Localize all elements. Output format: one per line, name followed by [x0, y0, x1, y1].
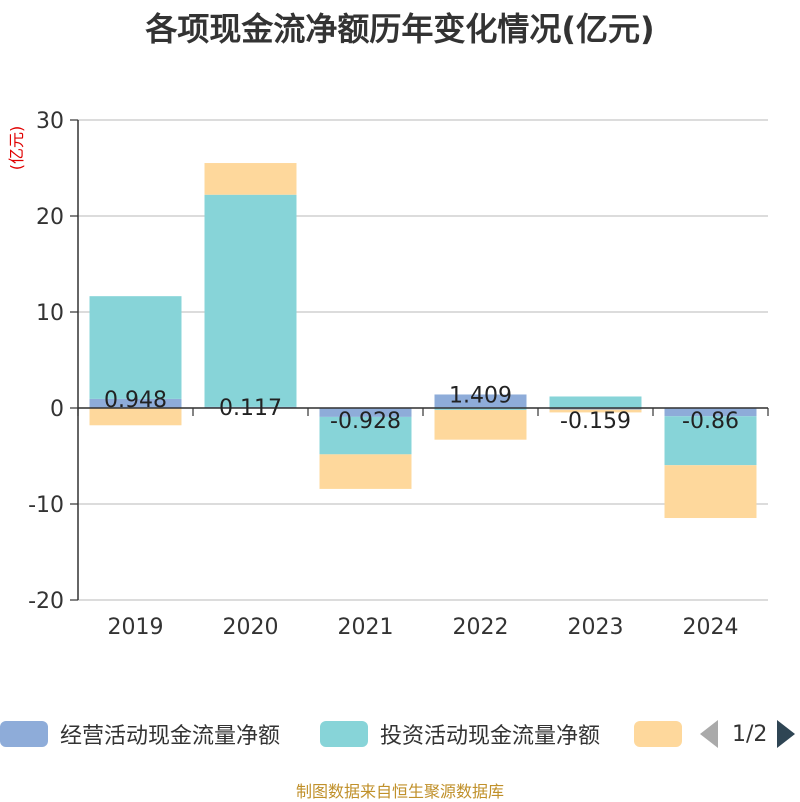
data-label-2021: -0.928 [330, 409, 401, 434]
y-tick-label: -20 [28, 589, 64, 614]
bar-2020-series-1[interactable] [204, 194, 297, 407]
y-tick-label: 30 [36, 109, 64, 134]
legend-swatch-financing [634, 721, 682, 747]
legend-item-operating[interactable]: 经营活动现金流量净额 [0, 719, 280, 749]
x-tick-label-2022: 2022 [453, 615, 509, 640]
pager-prev-icon[interactable] [700, 720, 718, 748]
legend-pager: 1/2 [700, 719, 796, 749]
data-label-2022: 1.409 [449, 383, 512, 408]
x-tick-label-2024: 2024 [683, 615, 739, 640]
x-tick-label-2020: 2020 [223, 615, 279, 640]
data-label-2024: -0.86 [682, 409, 739, 434]
data-label-2023: -0.159 [560, 409, 631, 434]
legend-swatch-investing [320, 721, 368, 747]
bar-2021-series-1[interactable] [319, 416, 412, 455]
bar-2019-series-1[interactable] [89, 296, 182, 399]
legend-label-investing: 投资活动现金流量净额 [380, 724, 601, 749]
bar-2023-series-1[interactable] [549, 396, 642, 408]
bar-layer [89, 163, 757, 519]
legend-label-operating: 经营活动现金流量净额 [60, 724, 281, 749]
pager-indicator: 1/2 [732, 721, 768, 747]
data-label-2020: 0.117 [219, 396, 282, 421]
legend-item-financing[interactable] [634, 719, 694, 749]
bar-2019-series-2[interactable] [89, 408, 182, 426]
y-tick-label: -10 [28, 493, 64, 518]
bar-2023-series-0[interactable] [549, 408, 642, 410]
y-tick-label: 10 [36, 301, 64, 326]
bar-2024-series-1[interactable] [664, 416, 757, 466]
legend-item-investing[interactable]: 投资活动现金流量净额 [320, 719, 600, 749]
data-labels: 0.948 0.117 -0.928 1.409 -0.159 -0.86 [104, 383, 739, 434]
bar-2021-series-0[interactable] [319, 408, 412, 417]
y-tick-label: 0 [50, 397, 64, 422]
y-axis-label: (亿元) [7, 126, 26, 171]
x-tick-label-2019: 2019 [108, 615, 164, 640]
bar-2024-series-2[interactable] [664, 465, 757, 519]
bar-2022-series-0[interactable] [434, 394, 527, 408]
bar-2024-series-0[interactable] [664, 408, 757, 417]
chart-title: 各项现金流净额历年变化情况(亿元) [145, 10, 655, 48]
bar-2020-series-2[interactable] [204, 163, 297, 195]
bar-2019-series-0[interactable] [89, 398, 182, 408]
y-tick-label: 20 [36, 205, 64, 230]
bar-2023-series-2[interactable] [549, 409, 642, 413]
x-tick-label-2021: 2021 [338, 615, 394, 640]
legend-swatch-operating [0, 721, 48, 747]
data-label-2019: 0.948 [104, 388, 167, 413]
bar-2022-series-1[interactable] [434, 408, 527, 410]
pager-next-icon[interactable] [777, 720, 796, 748]
legend: 经营活动现金流量净额 投资活动现金流量净额 1/2 [0, 713, 800, 757]
bar-2022-series-2[interactable] [434, 409, 527, 440]
bar-2021-series-2[interactable] [319, 454, 412, 489]
axes: 30 20 10 0 -10 -20 2019 2020 2021 2022 2023 2024 [28, 109, 769, 640]
source-note: 制图数据来自恒生聚源数据库 [295, 782, 504, 801]
x-tick-label-2023: 2023 [568, 615, 624, 640]
chart-plot: 30 20 10 0 -10 -20 2019 2020 2021 2022 2023 2024 0.… [7, 109, 769, 640]
